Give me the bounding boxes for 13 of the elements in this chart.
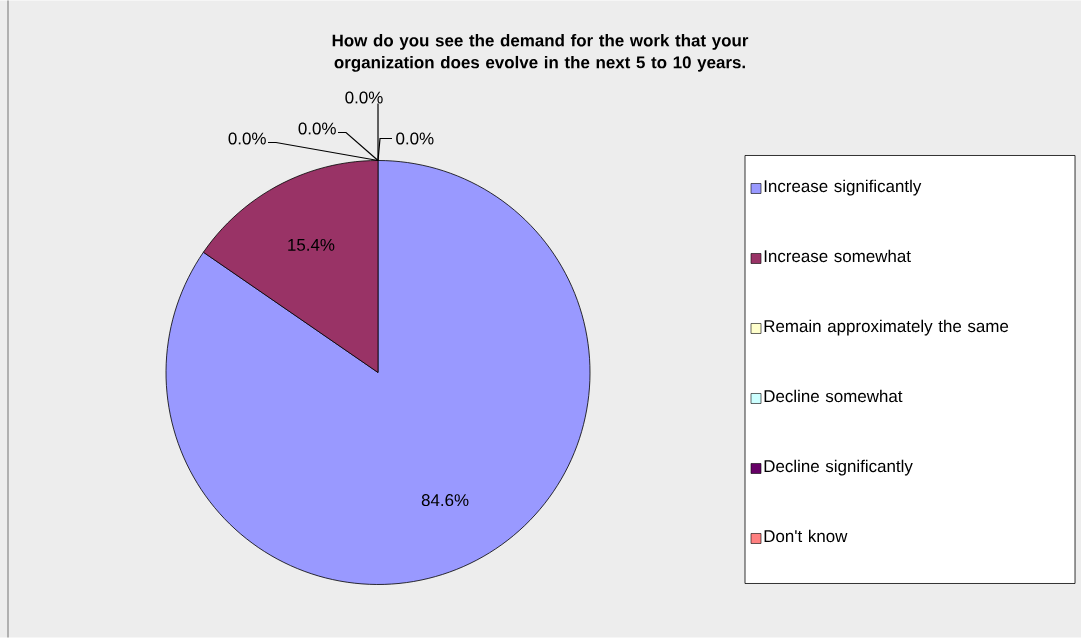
data-label: 84.6% [421, 494, 469, 507]
legend-label: Decline somewhat [764, 389, 903, 403]
text: 0.0% [345, 91, 383, 104]
legend-label: Remain approximately the same [764, 319, 1009, 336]
text: 0.0% [396, 132, 434, 145]
legend-label: Increase somewhat [764, 249, 911, 263]
data-label: 15.4% [288, 238, 335, 251]
legend-label: Decline significantly [764, 459, 913, 476]
legend-label: Increase significantly [764, 179, 922, 196]
text: 0.0% [228, 132, 266, 145]
legend-label: Don't know [764, 529, 848, 543]
text: 0.0% [298, 122, 336, 135]
chart-title: How do you see the demand for the work that your organization does evolve in the next 5 to 10 years. [332, 34, 749, 72]
